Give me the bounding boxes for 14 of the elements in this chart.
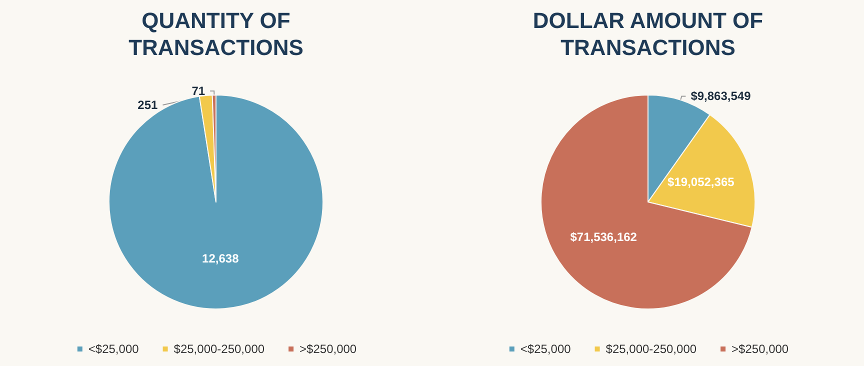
- legend-label: <$25,000: [88, 342, 140, 356]
- chart-title: QUANTITY OF TRANSACTIONS: [128, 8, 304, 60]
- legend-label: >$250,000: [732, 342, 789, 356]
- data-label: 12,638: [202, 251, 240, 266]
- data-label: 251: [138, 98, 158, 112]
- data-label: 71: [192, 84, 206, 98]
- legend-label: <$25,000: [520, 342, 572, 356]
- legend-label: $25,000-250,000: [606, 342, 697, 356]
- data-label: $71,536,162: [570, 230, 638, 244]
- data-label: $9,863,549: [690, 89, 752, 104]
- chart-title: DOLLAR AMOUNT OF TRANSACTIONS: [532, 8, 764, 60]
- legend-label: $25,000-250,000: [174, 342, 265, 356]
- legend-label: >$250,000: [300, 342, 357, 356]
- data-label: $19,052,365: [668, 175, 735, 190]
